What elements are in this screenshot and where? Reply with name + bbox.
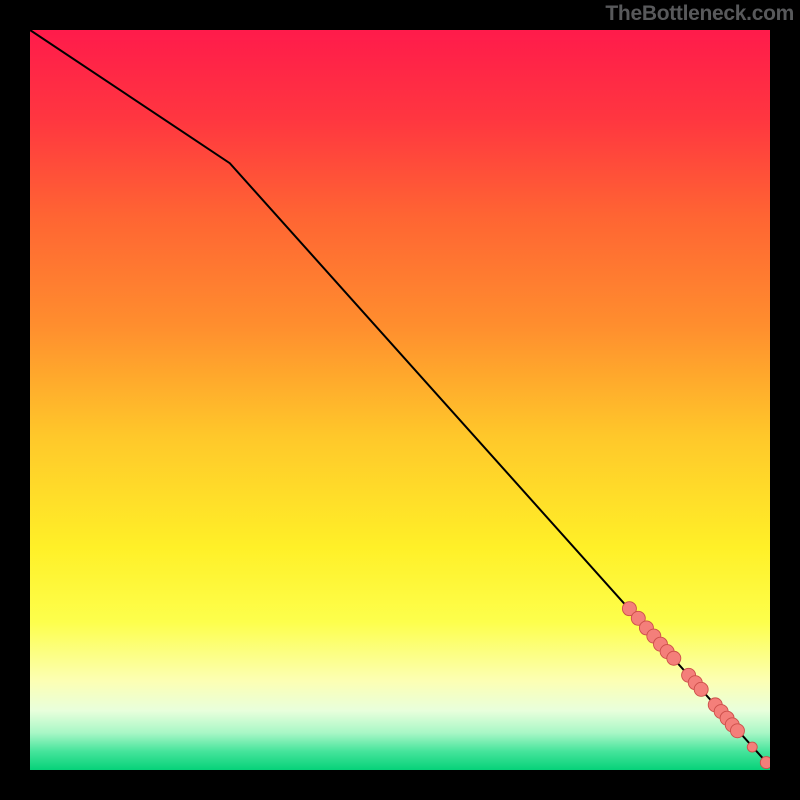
data-marker: [730, 724, 744, 738]
plot-area: [30, 30, 770, 770]
data-marker: [760, 757, 770, 769]
plot-svg: [30, 30, 770, 770]
data-marker: [694, 682, 708, 696]
data-marker: [747, 742, 757, 752]
gradient-background: [30, 30, 770, 770]
attribution-label: TheBottleneck.com: [605, 2, 794, 26]
chart-container: TheBottleneck.com: [0, 0, 800, 800]
data-marker: [667, 651, 681, 665]
